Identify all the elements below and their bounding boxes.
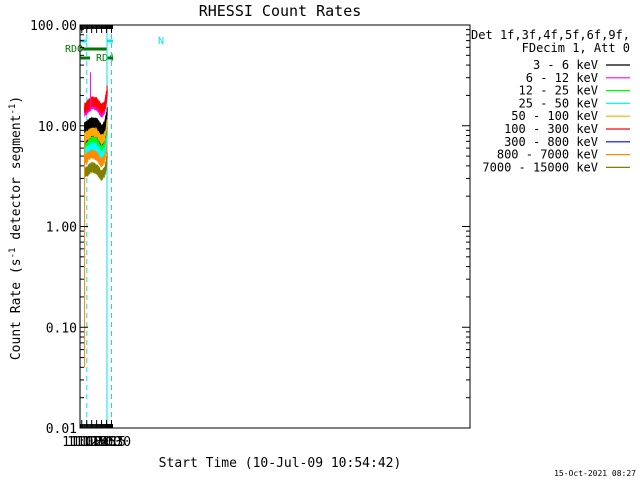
- legend-header-line-1: Det 1f,3f,4f,5f,6f,9f,: [471, 28, 630, 42]
- chart-title: RHESSI Count Rates: [199, 2, 362, 20]
- series-line-5: [84, 117, 108, 146]
- y-tick-label-4: 0.01: [46, 422, 77, 437]
- y-axis-label-rest: detector segment: [9, 115, 24, 248]
- x-tick-label-1: 11:15: [67, 435, 106, 450]
- x-tick-label-3: 11:45: [77, 435, 116, 450]
- rd4-flag-label: RD4: [96, 53, 114, 64]
- legend-label-6: 100 - 300 keV: [504, 122, 598, 136]
- series-line-8: [84, 139, 108, 168]
- series-line-9: [84, 152, 108, 181]
- rd0-flag-label: RD0: [65, 44, 83, 55]
- saa-flag-label: N: [158, 36, 164, 47]
- x-tick-label-4: 12:00: [82, 435, 121, 450]
- y-axis-label-close: ): [9, 96, 24, 104]
- legend-label-3: 12 - 25 keV: [519, 84, 598, 98]
- legend-label-4: 25 - 50 keV: [519, 96, 598, 110]
- y-axis-label-sup: -1: [8, 248, 18, 259]
- x-tick-label-0: 11:00: [62, 435, 101, 450]
- legend-label-7: 300 - 800 keV: [504, 135, 598, 149]
- x-tick-label-5: 12:15: [87, 435, 126, 450]
- y-axis: 100.00 10.00 1.00 0.10 0.01: [30, 19, 470, 437]
- legend-label-2: 6 - 12 keV: [526, 71, 598, 85]
- y-tick-label-2: 1.00: [46, 221, 77, 236]
- y-axis-label-sup2: -1: [8, 104, 18, 115]
- legend-header-line-2: FDecim 1, Att 0: [522, 41, 630, 55]
- y-axis-label-main: Count Rate (s: [9, 258, 24, 360]
- footer-date: 15-Oct-2021 08:27: [554, 469, 636, 478]
- x-tick-label-2: 11:30: [72, 435, 111, 450]
- legend-label-8: 800 - 7000 keV: [497, 148, 598, 162]
- series-line-6: [84, 85, 108, 115]
- x-tick-label-6: 12:30: [92, 435, 131, 450]
- legend-label-9: 7000 - 15000 keV: [482, 160, 598, 174]
- y-axis-label: Count Rate (s-1 detector segment-1): [8, 96, 24, 360]
- x-axis-label: Start Time (10-Jul-09 10:54:42): [159, 456, 402, 471]
- y-tick-label-3: 0.10: [46, 321, 77, 336]
- legend: Det 1f,3f,4f,5f,6f,9f, FDecim 1, Att 0 3…: [471, 28, 630, 174]
- y-tick-label-1: 10.00: [38, 120, 77, 135]
- legend-label-5: 50 - 100 keV: [511, 109, 598, 123]
- y-tick-label-0: 100.00: [30, 19, 77, 34]
- series-line-1: [84, 107, 108, 135]
- legend-label-1: 3 - 6 keV: [533, 58, 598, 72]
